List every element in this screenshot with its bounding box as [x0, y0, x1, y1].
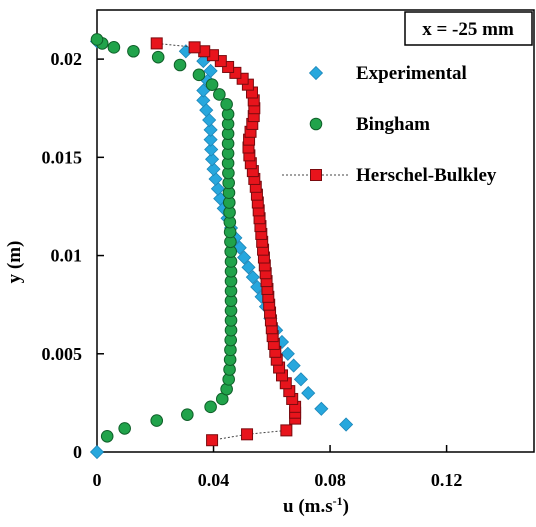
data-point-diamond	[301, 386, 316, 401]
data-point-square	[150, 37, 163, 50]
data-point-diamond	[89, 444, 105, 460]
annotation-text: x = -25 mm	[422, 19, 514, 40]
data-point-circle	[213, 88, 226, 101]
x-axis-title-close: )	[343, 496, 349, 517]
legend-label: Bingham	[356, 114, 430, 135]
data-point-circle	[100, 429, 114, 443]
legend-marker	[309, 117, 323, 131]
data-point-circle	[173, 58, 187, 72]
legend-marker	[310, 169, 322, 181]
data-point-circle	[204, 400, 217, 414]
x-axis-title-sup: -1	[333, 494, 343, 508]
data-point-circle	[181, 408, 194, 421]
y-tick-label: 0.005	[42, 344, 83, 364]
data-point-square	[206, 434, 219, 447]
y-tick-label: 0.015	[42, 147, 83, 167]
y-tick-label: 0.02	[51, 49, 83, 69]
data-point-circle	[220, 97, 233, 111]
x-axis-title-main: u (m.s	[283, 496, 333, 517]
data-point-diamond	[196, 93, 211, 108]
data-point-diamond	[203, 63, 218, 78]
data-point-circle	[151, 50, 165, 64]
data-point-diamond	[205, 152, 220, 167]
y-tick-label: 0	[73, 442, 82, 462]
legend: Experimental Bingham Herschel-Bulkley	[282, 63, 497, 186]
data-point-diamond	[293, 372, 308, 387]
plot-area	[96, 9, 535, 453]
legend-item-bingham: Bingham	[309, 114, 430, 135]
series-layer	[89, 33, 354, 460]
data-point-circle	[205, 78, 219, 91]
legend-label: Herschel-Bulkley	[356, 165, 497, 186]
data-point-circle	[118, 422, 131, 435]
annotation-box: x = -25 mm	[404, 11, 533, 46]
data-point-circle	[192, 68, 206, 82]
y-axis-title: y (m)	[4, 241, 25, 284]
data-point-diamond	[208, 171, 223, 187]
annotation-frame	[404, 11, 533, 46]
data-point-diamond	[245, 270, 260, 285]
x-tick-label: 0	[93, 470, 102, 490]
data-point-diamond	[237, 250, 252, 265]
data-point-circle	[150, 414, 164, 427]
data-point-diamond	[203, 122, 218, 137]
data-point-diamond	[241, 260, 256, 275]
data-point-diamond	[203, 132, 218, 147]
legend-label: Experimental	[356, 63, 467, 84]
x-tick-label: 0.08	[314, 470, 346, 490]
x-tick-label: 0.12	[431, 470, 463, 490]
data-point-diamond	[280, 346, 295, 361]
data-point-square	[241, 428, 254, 441]
data-point-circle	[107, 41, 121, 54]
legend-item-herschel: Herschel-Bulkley	[282, 165, 497, 186]
data-point-square	[188, 41, 201, 54]
y-tick-label: 0.01	[51, 246, 83, 266]
data-point-diamond	[314, 401, 329, 416]
data-point-diamond	[204, 142, 219, 157]
legend-marker	[308, 65, 324, 81]
data-point-diamond	[339, 417, 354, 432]
series-bingham	[90, 33, 238, 443]
series-herschel	[150, 37, 302, 447]
legend-item-experimental: Experimental	[308, 63, 467, 84]
plot-frame	[96, 9, 535, 453]
data-point-diamond	[210, 181, 225, 196]
data-point-circle	[90, 33, 104, 46]
data-point-diamond	[206, 162, 221, 177]
data-point-diamond	[286, 358, 301, 373]
data-point-square	[280, 424, 293, 437]
x-tick-label: 0.04	[198, 470, 230, 490]
data-point-circle	[127, 44, 140, 58]
axes: 0 0.04 0.08 0.12 0 0.005 0.01 0.015 0.02	[42, 49, 463, 490]
x-axis-title: u (m.s-1)	[283, 494, 349, 517]
